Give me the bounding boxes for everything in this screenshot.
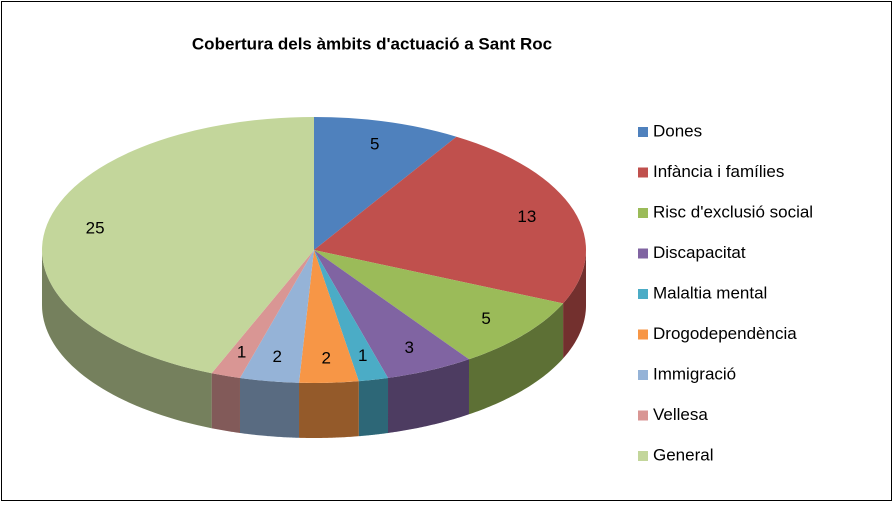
pie-side-shade [239,377,300,438]
data-label: 3 [404,338,413,357]
data-label: 13 [517,207,536,226]
legend-swatch [638,248,648,259]
pie-side-shade [563,250,586,359]
pie-side [563,250,586,359]
pie-side [299,381,359,438]
pie-side-shade [299,381,359,438]
legend-label: Immigració [653,364,736,383]
pie-slice [299,250,359,383]
pie-side-shade [42,250,212,429]
data-label: 2 [322,348,331,367]
data-label: 2 [273,347,282,366]
data-label: 5 [370,135,379,154]
legend-label: Vellesa [653,405,708,424]
pie-slice [314,250,564,360]
pie-side-shade [468,303,564,415]
legend-swatch [638,410,648,421]
pie-side [42,250,212,429]
legend-label: Discapacitat [653,243,746,262]
legend-label: Malaltia mental [653,283,767,302]
pie-side-shade [358,377,389,437]
legend-label: Drogodependència [653,324,797,343]
pie-side [211,373,240,433]
pie-slice [314,136,586,304]
data-label: 1 [237,343,246,362]
legend-label: Dones [653,121,702,140]
data-label: 5 [481,309,490,328]
legend-swatch [638,127,648,137]
legend-label: Infància i famílies [653,162,784,181]
legend-swatch [638,370,648,380]
legend-swatch [638,167,648,178]
pie-slice [314,250,469,378]
pie-slice [239,250,314,383]
pie-slice [211,250,314,378]
pie-slice [314,117,457,250]
pie-slice [314,250,389,382]
pie-side [358,377,389,437]
pie-side-shade [211,373,240,433]
legend-label: General [653,445,713,464]
data-label: 25 [86,219,105,238]
pie-side [239,377,300,438]
pie-side [468,303,564,415]
legend-swatch [638,289,648,299]
legend-label: Risc d'exclusió social [653,202,813,221]
legend-swatch [638,329,648,340]
data-label: 1 [358,346,367,365]
pie-side [388,359,469,433]
chart-title: Cobertura dels àmbits d'actuació a Sant … [192,34,552,53]
legend-swatch [638,208,648,218]
pie-slice [41,117,314,374]
legend-swatch [638,451,648,461]
pie-side-shade [388,359,469,433]
